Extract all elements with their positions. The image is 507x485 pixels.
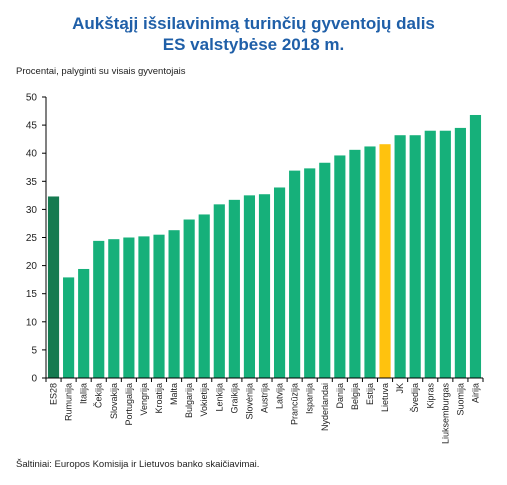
bar-26 — [439, 130, 451, 378]
bar-16 — [289, 170, 301, 378]
x-category-label: Graikija — [229, 383, 239, 414]
bar-1 — [63, 277, 75, 378]
x-category-label: Austrija — [260, 383, 270, 413]
bar-7 — [153, 234, 165, 378]
bar-0 — [47, 196, 60, 378]
x-category-label: Bulgarija — [184, 383, 194, 418]
y-axis-label: Procentai, palyginti su visais gyventoja… — [16, 66, 186, 77]
bar-4 — [108, 239, 120, 378]
x-axis: ES28 Rumunija Italija Čekija Slovakija Portug… — [45, 377, 484, 445]
bar-10 — [198, 214, 210, 378]
source-note: Šaltiniai: Europos Komisija ir Lietuvos … — [16, 459, 260, 470]
x-category-label: Slovėnija — [244, 383, 254, 420]
y-tick-label: 35 — [26, 177, 38, 188]
y-axis: 0 5 10 15 20 25 30 35 40 45 50 — [26, 93, 47, 385]
x-category-label: Belgija — [350, 383, 360, 410]
y-tick-label: 15 — [26, 289, 38, 300]
y-tick-label: 5 — [31, 345, 37, 356]
y-tick-label: 30 — [26, 205, 38, 216]
bar-14 — [258, 194, 271, 378]
x-category-label: Vengrija — [139, 383, 149, 416]
x-category-label: Kipras — [425, 383, 435, 409]
bar-18 — [319, 162, 331, 378]
x-category-label: Švedija — [410, 383, 420, 413]
bar-17 — [304, 168, 316, 378]
x-category-label: Airija — [470, 383, 480, 403]
x-category-label: Rumunija — [64, 383, 74, 421]
x-category-label: Portugalija — [124, 383, 134, 426]
x-category-label: Suomija — [455, 383, 465, 416]
bar-8 — [168, 230, 180, 378]
bar-11 — [213, 204, 225, 378]
x-category-label: Liuksemburgas — [440, 383, 450, 445]
bar-15 — [273, 187, 286, 378]
bar-2 — [78, 268, 90, 378]
x-category-label: Malta — [169, 383, 179, 405]
x-category-label: Nyderlandai — [320, 383, 330, 431]
x-category-label: ES28 — [49, 383, 59, 405]
bar-24 — [409, 135, 421, 378]
x-category-label: Latvija — [275, 383, 285, 409]
y-tick-label: 50 — [26, 93, 38, 104]
y-tick-label: 25 — [26, 233, 38, 244]
y-tick-label: 40 — [26, 149, 38, 160]
bars — [47, 114, 482, 378]
x-category-label: Čekija — [94, 383, 104, 408]
y-tick-label: 45 — [26, 121, 38, 132]
x-category-label: Danija — [335, 383, 345, 409]
bar-6 — [138, 236, 150, 378]
bar-5 — [123, 237, 135, 378]
x-category-label: Prancūzija — [290, 383, 300, 425]
chart-title: Aukštąjį išsilavinimą turinčių gyventojų… — [0, 13, 507, 55]
x-category-label: Vokietija — [199, 383, 209, 417]
bar-23 — [394, 135, 406, 378]
bar-12 — [228, 199, 240, 378]
bar-28 — [469, 114, 482, 378]
chart-title-line-2: ES valstybėse 2018 m. — [162, 35, 345, 54]
bar-21 — [364, 146, 376, 378]
x-category-label: Estija — [365, 383, 375, 405]
x-category-label: Italija — [79, 383, 89, 404]
x-category-label: Ispanija — [305, 383, 315, 414]
bar-19 — [334, 155, 346, 378]
bar-25 — [424, 130, 436, 378]
x-category-label: Kroatija — [154, 383, 164, 414]
x-category-label: JK — [395, 383, 405, 394]
y-tick-label: 0 — [31, 374, 37, 385]
bar-27 — [454, 127, 466, 378]
bar-22 — [379, 144, 391, 378]
bar-3 — [93, 240, 105, 378]
bar-13 — [243, 195, 256, 378]
bar-20 — [349, 149, 361, 378]
bar-9 — [183, 219, 195, 378]
x-category-label: Lenkija — [214, 383, 224, 412]
x-category-label: Slovakija — [109, 383, 119, 419]
y-tick-label: 20 — [26, 261, 38, 272]
chart-title-line-1: Aukštąjį išsilavinimą turinčių gyventojų… — [72, 14, 435, 33]
x-category-label: Lietuva — [380, 383, 390, 412]
y-tick-label: 10 — [26, 317, 38, 328]
